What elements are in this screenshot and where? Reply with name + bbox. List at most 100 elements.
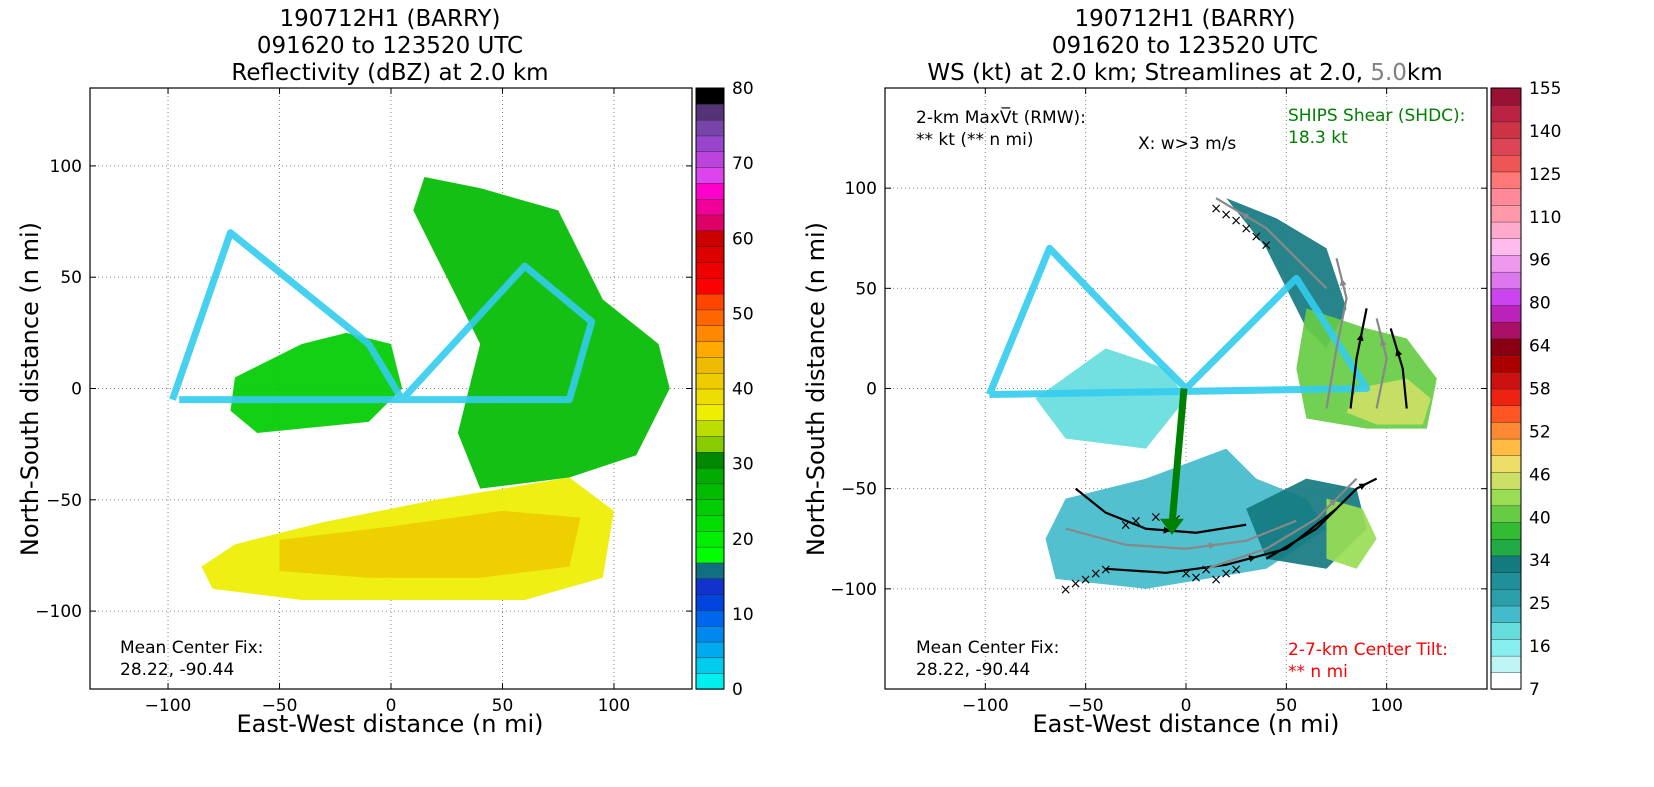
right-ytick-label-2: 0: [866, 380, 877, 400]
right-xtick-label-2: 0: [1181, 696, 1192, 716]
right-streamline-arrow-5: [1339, 278, 1347, 287]
right-title-km: km: [1406, 60, 1443, 86]
right-shear-label: SHIPS Shear (SHDC):: [1288, 106, 1466, 126]
right-shear-vector-head: [1159, 518, 1184, 535]
right-colorbar-tick-label-8: 64: [1529, 337, 1551, 357]
left-colorbar-tick-label-6: 60: [732, 229, 754, 249]
right-x-axis-label: East-West distance (n mi): [1032, 710, 1340, 738]
right-streamline-arrow-7: [1380, 338, 1387, 347]
right-colorbar-cell-27: [1490, 221, 1522, 239]
right-streamline-arrow-9: [1241, 213, 1250, 220]
right-colorbar-cell-18: [1490, 371, 1522, 390]
right-title-line-3: WS (kt) at 2.0 km; Streamlines at 2.0, 5…: [880, 60, 1490, 87]
right-streamline-2: [1105, 507, 1338, 574]
right-xtick-label-0: −100: [962, 696, 1009, 716]
left-ytick-label-3: 50: [60, 268, 82, 288]
right-colorbar-cell-31: [1490, 154, 1522, 173]
left-center-fix-note: Mean Center Fix: 28.22, -90.44: [120, 637, 263, 681]
right-colorbar-tick-label-12: 125: [1529, 165, 1561, 185]
left-xtick-label-2: 0: [386, 696, 397, 716]
right-title-line-1: 190712H1 (BARRY): [1074, 6, 1296, 32]
left-center-fix-value: 28.22, -90.44: [120, 660, 235, 680]
left-colorbar-tick-label-4: 40: [732, 380, 754, 400]
right-colorbar-cell-34: [1490, 104, 1522, 123]
left-xtick-label-3: 50: [492, 696, 514, 716]
right-colorbar-tick-label-14: 155: [1529, 79, 1561, 99]
right-colorbar-tick-label-7: 58: [1529, 380, 1551, 400]
right-colorbar-cell-24: [1490, 271, 1522, 290]
right-ytick-label-3: 50: [855, 279, 877, 299]
right-echo-region-1: [1035, 348, 1186, 449]
right-chart-title: 190712H1 (BARRY) 091620 to 123520 UTC WS…: [880, 6, 1490, 87]
right-shear-vector: [1168, 388, 1188, 526]
left-ytick-label-4: 100: [50, 157, 82, 177]
right-streamline-9: [1215, 197, 1328, 290]
right-updraft-mark-16: ×: [1220, 207, 1232, 223]
right-y-axis-label: North-South distance (n mi): [802, 221, 830, 557]
right-title-line-2: 091620 to 123520 UTC: [1051, 33, 1319, 59]
right-colorbar-cell-32: [1490, 137, 1522, 156]
right-ytick-label-1: −50: [841, 480, 877, 500]
left-colorbar-tick-label-5: 50: [732, 304, 754, 324]
right-colorbar-cell-10: [1490, 505, 1522, 523]
right-streamline-arrow-0: [1163, 526, 1171, 534]
left-colorbar-tick-label-7: 70: [732, 154, 754, 174]
right-colorbar-cell-23: [1490, 288, 1522, 306]
right-updraft-mark-19: ×: [1250, 229, 1262, 245]
right-xtick-label-1: −50: [1068, 696, 1104, 716]
right-colorbar-cell-15: [1490, 421, 1522, 440]
right-colorbar-cell-9: [1490, 521, 1522, 540]
right-colorbar-frame: [1490, 87, 1522, 690]
right-colorbar-cell-20: [1490, 338, 1522, 356]
right-tilt-note: 2-7-km Center Tilt: ** n mi: [1288, 639, 1448, 683]
right-updraft-mark-4: ×: [1100, 562, 1112, 578]
right-colorbar-cell-12: [1490, 471, 1522, 490]
right-colorbar-tick-label-1: 16: [1529, 637, 1551, 657]
right-updraft-mark-15: ×: [1210, 201, 1222, 217]
right-streamline-6: [1349, 308, 1368, 409]
right-streamline-arrow-8: [1395, 348, 1403, 357]
right-colorbar-cell-25: [1490, 254, 1522, 273]
left-title-line-2: 091620 to 123520 UTC: [256, 33, 524, 59]
right-colorbar-tick-label-6: 52: [1529, 422, 1551, 442]
right-updraft-legend: X: w>3 m/s: [1138, 134, 1237, 154]
right-streamline-arrow-1: [1208, 542, 1217, 550]
left-echo-region-3: [279, 510, 581, 578]
right-colorbar-cell-28: [1490, 204, 1522, 223]
right-streamline-3: [1205, 477, 1358, 570]
right-streamline-5: [1325, 258, 1348, 409]
left-flight-track: [169, 229, 596, 404]
left-center-fix-label: Mean Center Fix:: [120, 638, 264, 658]
right-colorbar-cell-19: [1490, 354, 1522, 373]
right-updraft-mark-9: ×: [1180, 566, 1192, 582]
left-echo-region-1: [413, 177, 670, 489]
right-colorbar-cell-8: [1490, 538, 1522, 557]
left-colorbar-tick-label-0: 0: [732, 680, 743, 700]
left-chart: −100 −50 0 50 100 −100 −50 0 50 100 0 10 20 30 40 50 60 7…: [35, 79, 754, 716]
right-ytick-label-4: 100: [845, 179, 877, 199]
right-updraft-mark-20: ×: [1260, 237, 1272, 253]
right-updraft-mark-11: ×: [1200, 562, 1212, 578]
right-colorbar-tick-label-9: 80: [1529, 294, 1551, 314]
right-colorbar-cell-2: [1490, 638, 1522, 657]
left-colorbar-tick-label-8: 80: [732, 79, 754, 99]
right-updraft-mark-12: ×: [1210, 572, 1222, 588]
left-xtick-label-4: 100: [598, 696, 630, 716]
right-colorbar-cell-6: [1490, 571, 1522, 590]
right-updraft-mark-14: ×: [1230, 562, 1242, 578]
right-updraft-mark-5: ×: [1120, 518, 1132, 534]
right-colorbar-cell-1: [1490, 655, 1522, 674]
left-colorbar-tick-label-1: 10: [732, 605, 754, 625]
right-colorbar-cell-11: [1490, 488, 1522, 507]
right-updraft-mark-10: ×: [1190, 570, 1202, 586]
right-colorbar-cell-13: [1490, 455, 1522, 473]
right-colorbar-cell-5: [1490, 588, 1522, 607]
right-echo-region-0: [1045, 448, 1327, 589]
right-maxvt-value: ** kt (** n mi): [916, 130, 1034, 150]
left-ytick-label-2: 0: [71, 380, 82, 400]
right-colorbar-tick-label-13: 140: [1529, 122, 1561, 142]
right-streamline-arrow-3: [1328, 498, 1337, 507]
right-colorbar-cell-33: [1490, 121, 1522, 139]
right-colorbar-cell-22: [1490, 304, 1522, 323]
right-streamline-arrow-4: [1358, 483, 1367, 490]
